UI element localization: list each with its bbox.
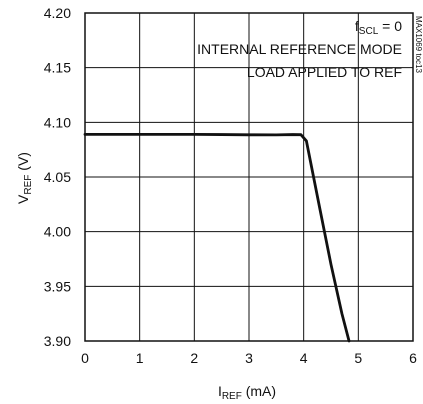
x-tick-labels: 0 1 2 3 4 5 6 [81,350,417,366]
y-axis-label: VREF (V) [15,152,34,204]
grid [85,13,413,341]
x-tick-label: 1 [136,350,144,366]
x-tick-label: 6 [409,350,417,366]
y-axis-label-unit: (V) [15,152,31,175]
chart-id: MAX1069 toc13 [414,16,423,73]
series-layer [83,132,351,343]
annotation-fscl-main: f [355,18,359,34]
x-tick-label: 3 [245,350,253,366]
y-tick-labels: 3.90 3.95 4.00 4.05 4.10 4.15 4.20 [44,5,71,349]
y-tick-label: 4.20 [44,5,71,21]
plot-frame [84,12,414,342]
x-axis-label: IREF (mA) [218,383,276,402]
annotation-reference-mode: INTERNAL REFERENCE MODE [197,41,402,57]
y-tick-label: 4.05 [44,169,71,185]
annotation-fscl-sub: SCL [359,26,379,37]
y-tick-label: 4.10 [44,114,71,130]
annotation-fscl: fSCL = 0 [355,18,402,37]
x-tick-label: 4 [300,350,308,366]
y-tick-label: 3.95 [44,278,71,294]
annotation-fscl-rest: = 0 [378,18,402,34]
annotation-load-applied: LOAD APPLIED TO REF [247,64,402,80]
y-axis-label-main: V [15,194,31,204]
y-tick-label: 4.00 [44,224,71,240]
x-tick-label: 5 [354,350,362,366]
x-axis-label-unit: (mA) [242,383,276,399]
y-axis-label-sub: REF [23,175,34,195]
x-axis-label-main: I [218,383,222,399]
x-axis-label-sub: REF [222,391,242,402]
y-tick-label: 4.15 [44,60,71,76]
y-tick-label: 3.90 [44,333,71,349]
series-line [83,132,351,343]
x-tick-label: 2 [190,350,198,366]
x-tick-label: 0 [81,350,89,366]
